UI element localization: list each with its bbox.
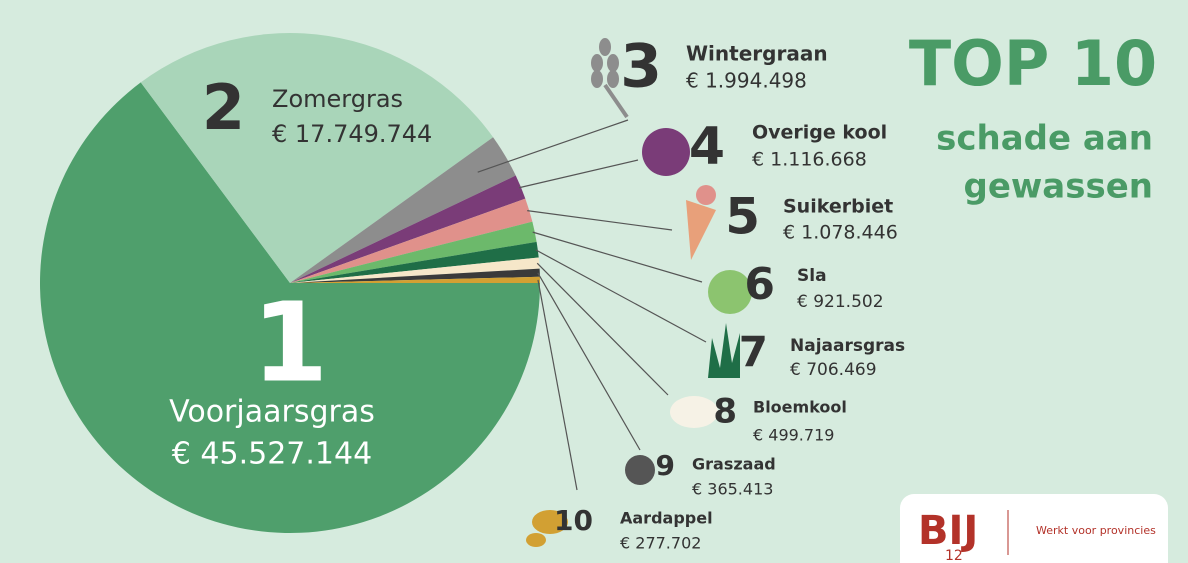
rank: 5 <box>725 188 760 246</box>
category-label: Graszaad <box>692 455 776 474</box>
category-label: Suikerbiet <box>783 196 893 218</box>
subtitle: schade aan <box>936 119 1153 159</box>
rank: 6 <box>744 259 775 310</box>
value-label: € 499.719 <box>753 426 834 445</box>
rank: 7 <box>739 328 768 377</box>
rank: 4 <box>689 117 725 177</box>
value-label: € 277.702 <box>620 534 701 553</box>
rank: 3 <box>620 32 662 102</box>
value-label: € 1.116.668 <box>752 149 867 171</box>
category-label: Sla <box>797 266 827 286</box>
category-label: Najaarsgras <box>790 336 905 356</box>
category-label: Voorjaarsgras <box>169 395 375 430</box>
value-label: € 1.078.446 <box>783 222 898 244</box>
subtitle: gewassen <box>964 167 1154 207</box>
category-label: Bloemkool <box>753 398 847 417</box>
category-label: Overige kool <box>752 122 887 144</box>
value-label: € 365.413 <box>692 480 773 499</box>
rank: 2 <box>202 71 245 144</box>
category-label: Zomergras <box>272 85 403 113</box>
title: TOP 10 <box>909 27 1157 100</box>
rank: 8 <box>713 392 737 432</box>
category-label: Wintergraan <box>686 42 828 66</box>
rank: 10 <box>554 504 593 537</box>
logo: BIJ 12 Werkt voor provincies <box>900 494 1168 563</box>
value-label: € 921.502 <box>797 292 884 312</box>
rank: 1 <box>252 278 329 406</box>
value-label: € 45.527.144 <box>172 437 372 472</box>
logo-tagline: Werkt voor provincies <box>1036 524 1156 537</box>
rank: 9 <box>656 449 675 482</box>
value-label: € 17.749.744 <box>272 120 432 148</box>
category-label: Aardappel <box>620 509 713 528</box>
value-label: € 706.469 <box>790 360 877 380</box>
value-label: € 1.994.498 <box>686 69 807 93</box>
infographic: 1Voorjaarsgras € 45.527.144 2 Zomergras € 17… <box>0 0 1188 563</box>
logo-number: 12 <box>945 548 963 563</box>
